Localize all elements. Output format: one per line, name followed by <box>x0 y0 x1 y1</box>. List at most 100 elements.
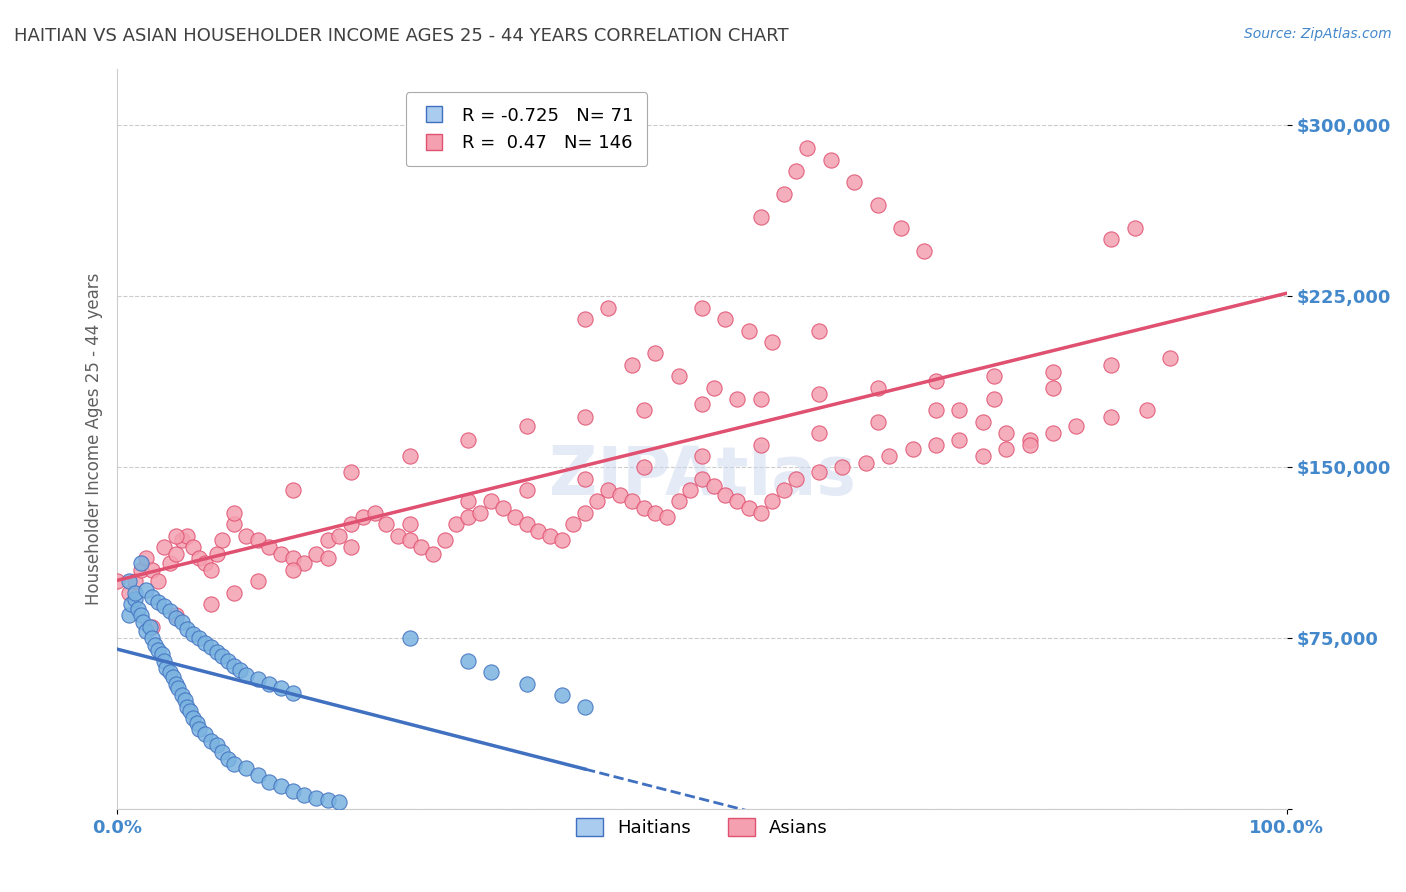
Point <box>141 563 163 577</box>
Point <box>690 396 713 410</box>
Point <box>292 789 315 803</box>
Point <box>139 620 162 634</box>
Point <box>170 615 193 630</box>
Point <box>270 681 292 696</box>
Point <box>1042 380 1064 394</box>
Point <box>305 790 328 805</box>
Point <box>246 574 269 589</box>
Point <box>224 517 246 532</box>
Point <box>1101 358 1123 372</box>
Point <box>808 426 831 441</box>
Point <box>714 488 737 502</box>
Point <box>785 164 807 178</box>
Point <box>205 547 228 561</box>
Point <box>1123 221 1146 235</box>
Point <box>159 604 181 618</box>
Point <box>446 517 468 532</box>
Point <box>181 711 204 725</box>
Point <box>129 608 152 623</box>
Point <box>235 529 257 543</box>
Point <box>146 574 169 589</box>
Point <box>246 768 269 782</box>
Point <box>808 324 831 338</box>
Point <box>270 780 292 794</box>
Point <box>1101 232 1123 246</box>
Point <box>598 483 620 497</box>
Point <box>132 615 155 630</box>
Point <box>785 472 807 486</box>
Point <box>492 501 515 516</box>
Point <box>808 465 831 479</box>
Point <box>153 654 176 668</box>
Point <box>127 601 149 615</box>
Point <box>690 301 713 315</box>
Point <box>468 506 491 520</box>
Point <box>217 752 239 766</box>
Point <box>796 141 818 155</box>
Point <box>141 591 163 605</box>
Point <box>188 631 211 645</box>
Point <box>679 483 702 497</box>
Point <box>749 437 772 451</box>
Point <box>738 324 761 338</box>
Point <box>135 551 157 566</box>
Point <box>305 547 328 561</box>
Point <box>235 761 257 775</box>
Point <box>550 533 572 548</box>
Point <box>224 506 246 520</box>
Point <box>181 540 204 554</box>
Point <box>703 478 725 492</box>
Point <box>363 506 385 520</box>
Point <box>503 510 526 524</box>
Point <box>516 677 538 691</box>
Point <box>773 186 796 201</box>
Point <box>170 533 193 548</box>
Point <box>668 494 690 508</box>
Point <box>761 334 783 349</box>
Y-axis label: Householder Income Ages 25 - 44 years: Householder Income Ages 25 - 44 years <box>86 273 103 605</box>
Point <box>516 517 538 532</box>
Point <box>773 483 796 497</box>
Point <box>259 677 281 691</box>
Point <box>124 592 146 607</box>
Point <box>761 494 783 508</box>
Point <box>1066 419 1088 434</box>
Point <box>633 501 655 516</box>
Point <box>433 533 456 548</box>
Point <box>165 529 187 543</box>
Point <box>620 358 643 372</box>
Point <box>170 688 193 702</box>
Point <box>270 547 292 561</box>
Point <box>598 301 620 315</box>
Point <box>259 774 281 789</box>
Point <box>176 622 198 636</box>
Point <box>211 533 233 548</box>
Point <box>281 784 304 798</box>
Point <box>200 563 222 577</box>
Point <box>877 449 900 463</box>
Point <box>481 494 503 508</box>
Point <box>179 704 201 718</box>
Point <box>398 533 420 548</box>
Point <box>124 585 146 599</box>
Point <box>550 688 572 702</box>
Point <box>422 547 444 561</box>
Text: Source: ZipAtlas.com: Source: ZipAtlas.com <box>1244 27 1392 41</box>
Point <box>205 645 228 659</box>
Point <box>457 510 479 524</box>
Point <box>1101 410 1123 425</box>
Point <box>259 540 281 554</box>
Point <box>105 574 128 589</box>
Point <box>246 533 269 548</box>
Point <box>211 649 233 664</box>
Point <box>655 510 678 524</box>
Point <box>292 556 315 570</box>
Point <box>135 624 157 639</box>
Point <box>703 380 725 394</box>
Point <box>129 563 152 577</box>
Point <box>749 210 772 224</box>
Point <box>186 715 208 730</box>
Point <box>690 472 713 486</box>
Point <box>224 756 246 771</box>
Point <box>633 460 655 475</box>
